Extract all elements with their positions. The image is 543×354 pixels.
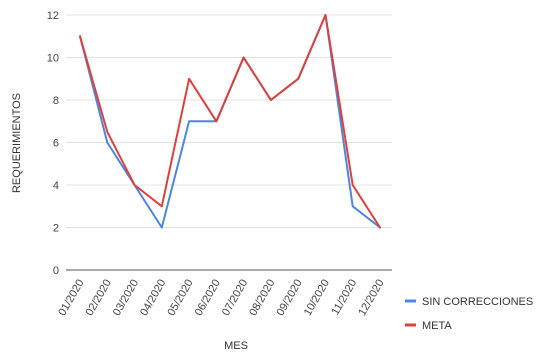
y-axis-title: REQUERIMIENTOS — [11, 93, 23, 193]
y-tick-label: 4 — [53, 180, 59, 192]
x-tick-label: 04/2020 — [138, 278, 168, 318]
x-tick-label: 09/2020 — [275, 278, 305, 318]
x-tick-label: 08/2020 — [247, 278, 277, 318]
x-tick-label: 01/2020 — [56, 278, 86, 318]
x-tick-label: 11/2020 — [329, 278, 359, 318]
x-axis-ticks: 01/202002/202003/202004/202005/202006/20… — [56, 278, 386, 318]
legend-label: SIN CORRECCIONES — [422, 296, 533, 308]
grid-lines — [66, 14, 392, 271]
x-tick-label: 06/2020 — [193, 278, 223, 318]
x-tick-label: 12/2020 — [356, 278, 386, 318]
y-tick-label: 6 — [53, 138, 59, 150]
y-tick-label: 10 — [47, 53, 59, 65]
x-tick-label: 03/2020 — [111, 278, 141, 318]
x-tick-label: 05/2020 — [165, 278, 195, 318]
legend: SIN CORRECCIONES META — [405, 296, 533, 332]
legend-label: META — [422, 320, 452, 332]
y-tick-label: 8 — [53, 95, 59, 107]
series-lines — [79, 14, 381, 229]
series-line-sin-correcciones — [79, 14, 381, 229]
x-tick-label: 10/2020 — [302, 278, 332, 318]
y-tick-label: 2 — [53, 223, 59, 235]
y-axis-ticks: 0 2 4 6 8 10 12 — [47, 10, 59, 277]
x-tick-label: 02/2020 — [84, 278, 114, 318]
x-tick-label: 07/2020 — [220, 278, 250, 318]
x-axis-title: MES — [224, 340, 248, 352]
y-tick-label: 0 — [53, 265, 59, 277]
series-line-meta — [79, 14, 381, 229]
y-tick-label: 12 — [47, 10, 59, 22]
